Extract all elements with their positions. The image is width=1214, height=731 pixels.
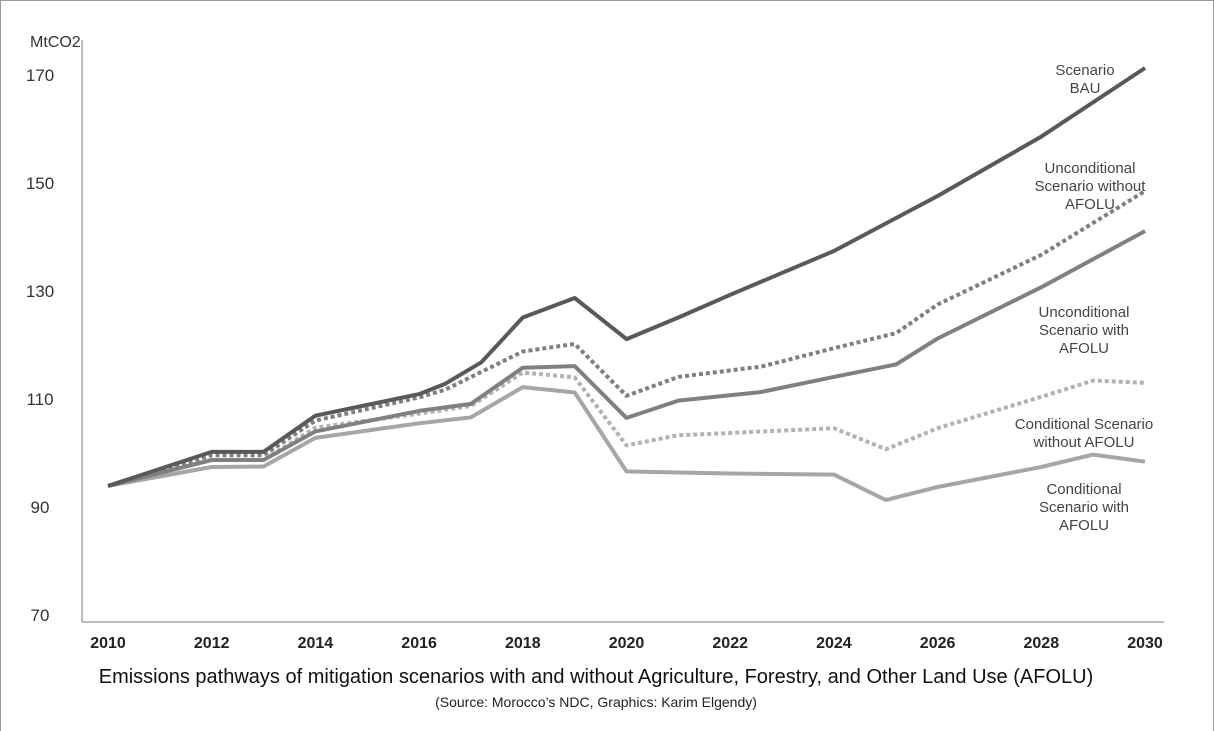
y-tick-label: 110 bbox=[26, 390, 53, 409]
x-tick-label: 2026 bbox=[920, 635, 956, 652]
x-tick-label: 2022 bbox=[712, 635, 748, 652]
series-line-3 bbox=[107, 370, 1146, 488]
y-axis-ticks: 70 90 110 130 150 170 bbox=[26, 66, 54, 625]
y-tick-label: 70 bbox=[31, 606, 50, 625]
series-label-2: Unconditional bbox=[1039, 304, 1130, 321]
y-tick-label: 170 bbox=[26, 66, 54, 85]
series-label-2: AFOLU bbox=[1059, 340, 1109, 357]
y-tick-label: 150 bbox=[26, 174, 54, 193]
series-label-0: BAU bbox=[1070, 80, 1101, 97]
x-tick-label: 2016 bbox=[401, 635, 437, 652]
series-line-1 bbox=[107, 189, 1147, 488]
series-label-4: AFOLU bbox=[1059, 517, 1109, 534]
x-tick-label: 2010 bbox=[90, 635, 126, 652]
series-line-4 bbox=[107, 385, 1146, 502]
series-label-1: Scenario without bbox=[1035, 178, 1147, 195]
series-lines bbox=[107, 66, 1147, 502]
x-tick-label: 2018 bbox=[505, 635, 541, 652]
y-axis-label: MtCO2 bbox=[30, 34, 81, 51]
x-axis-ticks: 2010 2012 2014 2016 2018 2020 2022 2024 2026 2028… bbox=[90, 635, 1163, 652]
series-label-2: Scenario with bbox=[1039, 322, 1129, 339]
y-tick-label: 90 bbox=[31, 498, 50, 517]
series-label-4: Scenario with bbox=[1039, 499, 1129, 516]
series-label-4: Conditional bbox=[1046, 481, 1121, 498]
series-line-0 bbox=[107, 66, 1147, 488]
series-label-3: Conditional Scenario bbox=[1015, 416, 1153, 433]
x-tick-label: 2030 bbox=[1127, 635, 1163, 652]
series-label-1: AFOLU bbox=[1065, 196, 1115, 213]
chart-title: Emissions pathways of mitigation scenari… bbox=[99, 666, 1094, 688]
series-label-3: without AFOLU bbox=[1033, 434, 1135, 451]
series-label-1: Unconditional bbox=[1045, 160, 1136, 177]
x-tick-label: 2014 bbox=[298, 635, 334, 652]
chart-subtitle: (Source: Morocco’s NDC, Graphics: Karim … bbox=[435, 694, 757, 710]
series-label-0: Scenario bbox=[1055, 62, 1114, 79]
x-tick-label: 2028 bbox=[1024, 635, 1060, 652]
x-tick-label: 2024 bbox=[816, 635, 852, 652]
y-tick-label: 130 bbox=[26, 282, 54, 301]
x-tick-label: 2012 bbox=[194, 635, 230, 652]
series-line-2 bbox=[107, 229, 1146, 488]
x-tick-label: 2020 bbox=[609, 635, 645, 652]
